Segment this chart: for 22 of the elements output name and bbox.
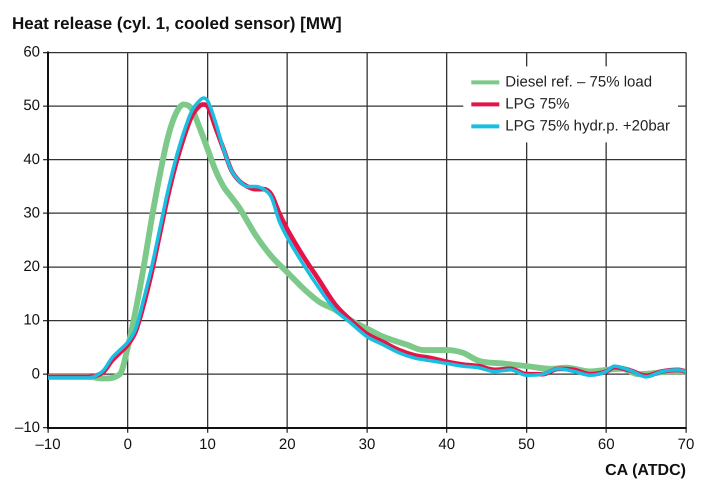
y-tick-label: 20 — [23, 258, 40, 276]
x-tick-label: 0 — [124, 436, 132, 453]
y-tick-label: –10 — [14, 418, 40, 436]
x-tick-label: –10 — [36, 436, 61, 453]
y-tick-label: 40 — [23, 150, 40, 168]
x-tick-label: 60 — [598, 436, 615, 453]
y-tick-label: 30 — [23, 204, 40, 222]
x-tick-label: 30 — [358, 436, 376, 453]
x-tick-label: 70 — [678, 436, 694, 453]
legend-label: Diesel ref. – 75% load — [505, 74, 652, 91]
legend-label: LPG 75% — [505, 96, 570, 113]
x-tick-label: 50 — [518, 436, 535, 453]
x-tick-label: 10 — [199, 436, 216, 453]
x-tick-label: 20 — [278, 436, 296, 453]
y-tick-label: 0 — [32, 365, 40, 382]
y-tick-label: 60 — [23, 44, 40, 61]
chart-title: Heat release (cyl. 1, cooled sensor) [MW] — [12, 14, 342, 33]
legend-label: LPG 75% hydr.p. +20bar — [505, 118, 670, 135]
x-axis-title: CA (ATDC) — [605, 462, 686, 479]
x-tick-label: 40 — [438, 436, 456, 453]
y-tick-label: 10 — [23, 312, 40, 329]
y-tick-label: 50 — [23, 97, 40, 114]
